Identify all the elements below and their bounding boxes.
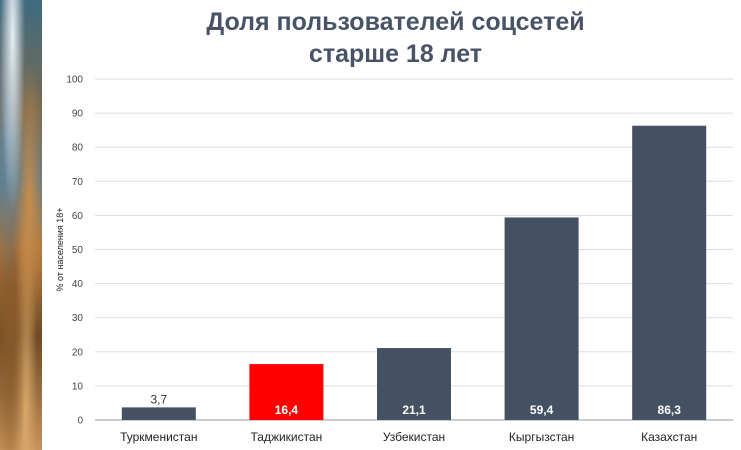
y-tick-label: 60 <box>72 211 84 222</box>
data-label-0: 3,7 <box>150 392 167 406</box>
data-label-1: 16,4 <box>275 403 299 417</box>
y-tick-label: 80 <box>72 143 84 154</box>
data-label-3: 59,4 <box>530 403 554 417</box>
y-tick-label: 10 <box>72 381 84 392</box>
bar-3 <box>504 217 579 420</box>
data-labels: 3,7 16,4 21,1 59,4 86,3 <box>150 392 681 417</box>
bar-0 <box>121 407 196 420</box>
chart-title-line-1: Доля пользователей соцсетей <box>206 8 585 36</box>
chart-title-line-2: старше 18 лет <box>308 40 483 68</box>
category-label-0: Туркменистан <box>120 430 197 444</box>
x-axis-categories: Туркменистан Таджикистан Узбекистан Кыргызс… <box>120 430 697 444</box>
chart-title: Доля пользователей соцсетей старше 18 ле… <box>50 6 741 70</box>
y-tick-label: 70 <box>72 177 84 188</box>
category-label-4: Казахстан <box>641 430 697 444</box>
data-label-4: 86,3 <box>658 403 682 417</box>
category-label-3: Кыргызстан <box>509 430 574 444</box>
data-label-2: 21,1 <box>402 403 426 417</box>
y-axis-label: % от населения 18+ <box>55 207 65 291</box>
y-tick-label: 20 <box>72 347 84 358</box>
category-label-2: Узбекистан <box>383 430 445 444</box>
y-axis-ticks: 0 10 20 30 40 50 60 70 80 90 100 <box>66 75 83 427</box>
y-tick-label: 90 <box>72 109 84 120</box>
y-tick-label: 0 <box>77 416 83 427</box>
category-label-1: Таджикистан <box>250 430 322 444</box>
y-tick-label: 40 <box>72 279 84 290</box>
bar-4 <box>632 125 707 420</box>
y-tick-label: 100 <box>66 75 83 86</box>
bars <box>121 125 707 420</box>
y-tick-label: 50 <box>72 245 84 256</box>
map-background-strip <box>0 0 42 450</box>
y-tick-label: 30 <box>72 313 84 324</box>
grid-lines <box>95 78 733 421</box>
bar-2 <box>377 348 451 420</box>
bar-1 <box>249 364 324 420</box>
